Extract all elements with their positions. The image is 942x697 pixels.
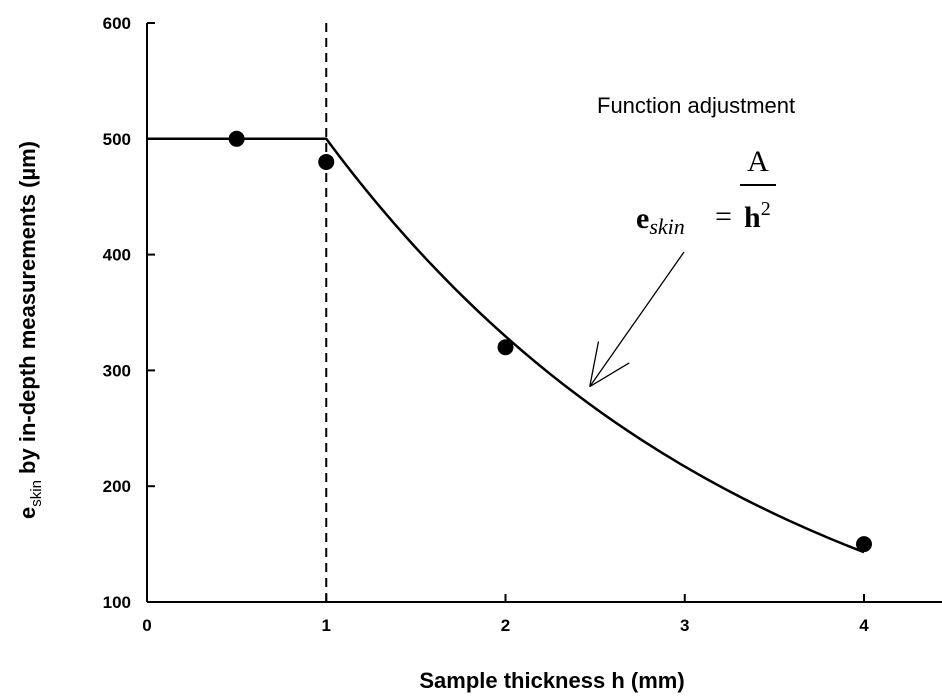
y-tick-label: 300 bbox=[103, 361, 131, 380]
y-tick-label: 400 bbox=[103, 246, 131, 265]
svg-text:h2: h2 bbox=[744, 198, 771, 234]
data-point bbox=[497, 339, 514, 356]
arrow-head bbox=[589, 341, 600, 387]
x-tick-label: 3 bbox=[680, 616, 689, 635]
svg-text:eskin by in-depth measurements: eskin by in-depth measurements (µm) bbox=[15, 141, 45, 519]
data-point bbox=[856, 536, 872, 553]
x-tick-label: 2 bbox=[501, 616, 510, 635]
x-axis-title: Sample thickness h (mm) bbox=[419, 668, 684, 693]
formula-denominator-exp: 2 bbox=[761, 198, 771, 220]
y-axis-title-main: e bbox=[15, 507, 40, 519]
x-tick-label: 4 bbox=[859, 616, 869, 635]
annotation-arrow bbox=[589, 251, 685, 388]
formula-lhs: e bbox=[636, 202, 649, 235]
y-axis-title: eskin by in-depth measurements (µm) bbox=[15, 141, 45, 519]
y-axis-title-rest: by in-depth measurements (µm) bbox=[15, 141, 40, 480]
fit-line bbox=[147, 137, 865, 554]
x-ticks: 0 1 2 3 4 bbox=[142, 594, 869, 635]
svg-text:eskin: eskin bbox=[636, 202, 685, 239]
y-tick-label: 100 bbox=[103, 593, 131, 612]
arrow-head bbox=[589, 362, 630, 388]
formula-lhs-sub: skin bbox=[649, 214, 684, 239]
x-tick-label: 0 bbox=[142, 616, 151, 635]
fit-curve bbox=[147, 137, 865, 554]
y-tick-label: 600 bbox=[103, 14, 131, 33]
y-axis-title-sub: skin bbox=[28, 480, 45, 507]
data-points bbox=[228, 130, 872, 553]
x-tick-label: 1 bbox=[322, 616, 331, 635]
data-point bbox=[228, 130, 245, 147]
formula-numerator: A bbox=[747, 145, 769, 178]
annotation-text: Function adjustment bbox=[597, 93, 795, 118]
formula: eskin = A h2 bbox=[636, 145, 776, 239]
formula-denominator-base: h bbox=[744, 201, 761, 234]
data-point bbox=[318, 153, 335, 170]
y-tick-label: 500 bbox=[103, 130, 131, 149]
y-tick-label: 200 bbox=[103, 477, 131, 496]
y-ticks: 100 200 300 400 500 600 bbox=[103, 14, 155, 612]
formula-equals: = bbox=[715, 200, 732, 233]
arrow-shaft bbox=[589, 251, 685, 387]
